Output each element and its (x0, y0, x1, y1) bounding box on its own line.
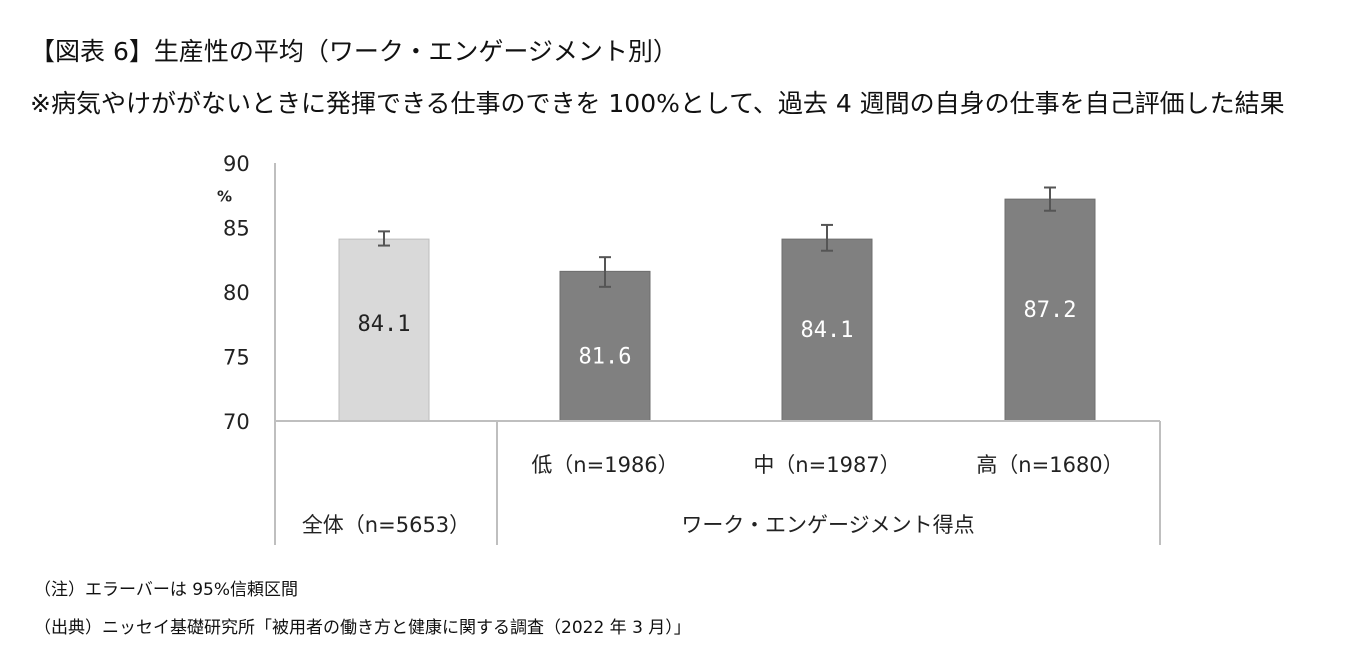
error-bar-1 (599, 256, 611, 288)
source-note: （出典）ニッセイ基礎研究所「被用者の働き方と健康に関する調査（2022 年 3 … (34, 618, 691, 638)
error-bar-0 (378, 230, 390, 247)
category-label-0: 全体（n=5653） (302, 513, 470, 537)
y-tick-label: 75 (223, 346, 250, 370)
y-tick-label: 90 (223, 152, 250, 176)
error-bar-3 (1044, 186, 1056, 212)
category-label-2: 中（n=1987） (753, 453, 900, 477)
value-label-1: 81.6 (579, 344, 632, 369)
y-tick-label: 70 (223, 410, 250, 434)
bar-2 (781, 238, 873, 422)
error-bar-2 (821, 223, 833, 252)
value-label-2: 84.1 (801, 318, 854, 343)
category-label-3: 高（n=1680） (976, 453, 1123, 477)
y-unit-label: % (217, 187, 232, 205)
chart-subtitle: ※病気やけががないときに発揮できる仕事のできを 100%として、過去 4 週間の… (30, 89, 1285, 118)
value-label-3: 87.2 (1024, 298, 1077, 323)
bar-1 (559, 270, 651, 422)
y-tick-label: 85 (223, 217, 250, 241)
group-label: ワーク・エンゲージメント得点 (681, 513, 974, 537)
category-label-1: 低（n=1986） (531, 453, 678, 477)
value-label-0: 84.1 (358, 312, 411, 337)
error-bar-note: （注）エラーバーは 95%信頼区間 (34, 580, 299, 600)
y-tick-label: 80 (223, 281, 250, 305)
chart-title: 【図表 6】生産性の平均（ワーク・エンゲージメント別） (30, 37, 678, 66)
